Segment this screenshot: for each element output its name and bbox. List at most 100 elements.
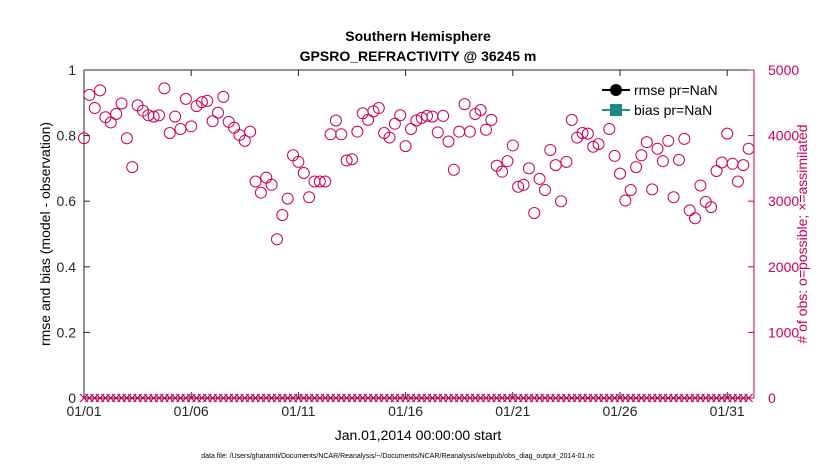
possible-marker <box>522 162 535 175</box>
assimilated-markers <box>79 393 754 403</box>
left-y-tick-label: 0 <box>68 390 76 406</box>
left-y-tick-label: 0.6 <box>57 193 77 209</box>
possible-marker <box>83 88 96 101</box>
right-y-tick-label: 1000 <box>768 324 799 340</box>
possible-marker <box>710 165 723 178</box>
possible-marker <box>254 186 267 199</box>
possible-marker <box>565 113 578 126</box>
possible-marker <box>120 132 133 145</box>
possible-marker <box>201 94 214 107</box>
possible-marker <box>587 140 600 153</box>
possible-marker <box>538 184 551 197</box>
possible-marker <box>549 159 562 172</box>
possible-marker <box>458 98 471 111</box>
possible-marker <box>270 233 283 246</box>
possible-marker <box>619 194 632 207</box>
possible-marker <box>265 178 278 191</box>
possible-marker <box>388 117 401 130</box>
possible-marker <box>421 109 434 122</box>
possible-marker <box>297 166 310 179</box>
possible-marker <box>281 192 294 205</box>
left-y-tick-label: 1 <box>68 62 76 78</box>
possible-marker <box>115 97 128 110</box>
possible-marker <box>244 125 257 138</box>
data-file-footnote: data file: /Users/gharamti/Documents/NCA… <box>201 453 595 460</box>
chart-title: Southern Hemisphere <box>345 28 491 44</box>
possible-marker <box>512 180 525 193</box>
plot-box <box>84 70 754 398</box>
possible-marker <box>742 142 755 155</box>
x-tick-label: 01/26 <box>602 403 637 419</box>
possible-marker <box>147 110 160 123</box>
possible-marker <box>474 104 487 117</box>
possible-marker <box>158 82 171 95</box>
possible-marker <box>383 131 396 144</box>
possible-marker <box>217 90 230 103</box>
possible-marker <box>721 127 734 140</box>
left-y-axis-ticks: 0 0.2 0.4 0.6 0.8 1 <box>57 62 90 406</box>
possible-marker <box>153 109 166 122</box>
possible-marker <box>581 127 594 140</box>
possible-marker <box>185 120 198 133</box>
possible-marker <box>276 208 289 221</box>
legend: rmse pr=NaN bias pr=NaN <box>592 76 750 120</box>
possible-marker <box>506 139 519 152</box>
possible-marker <box>651 142 664 155</box>
possible-marker <box>463 125 476 138</box>
possible-marker <box>694 179 707 192</box>
possible-marker <box>662 134 675 147</box>
possible-marker <box>624 184 637 197</box>
legend-bias-label: bias pr=NaN <box>634 102 712 118</box>
possible-marker <box>431 126 444 139</box>
possible-marker <box>447 163 460 176</box>
possible-marker <box>404 123 417 136</box>
right-y-axis-label: # of obs: o=possible; ×=assimilated <box>794 124 810 343</box>
right-y-tick-label: 0 <box>768 390 776 406</box>
right-y-tick-label: 2000 <box>768 259 799 275</box>
possible-marker <box>603 123 616 136</box>
possible-marker <box>110 107 123 120</box>
possible-marker <box>372 102 385 115</box>
possible-marker <box>592 138 605 151</box>
x-axis-label: Jan.01,2014 00:00:00 start <box>335 427 502 443</box>
possible-marker <box>126 161 139 174</box>
possible-marker <box>238 134 251 147</box>
possible-marker <box>576 126 589 139</box>
x-tick-label: 01/16 <box>388 403 423 419</box>
right-y-tick-label: 3000 <box>768 193 799 209</box>
possible-marker <box>737 159 750 172</box>
assimilated-marker-stroke <box>744 393 754 403</box>
possible-marker <box>635 149 648 162</box>
possible-marker <box>480 123 492 136</box>
possible-marker <box>731 175 744 188</box>
possible-marker <box>313 175 326 188</box>
possible-marker <box>640 136 653 149</box>
left-y-tick-label: 0.2 <box>57 324 77 340</box>
possible-marker <box>346 153 358 166</box>
possible-marker <box>163 126 176 139</box>
possible-marker <box>678 132 691 145</box>
possible-marker <box>442 135 455 148</box>
possible-marker <box>249 175 262 188</box>
left-y-tick-label: 0.4 <box>57 259 77 275</box>
possible-marker <box>517 178 530 191</box>
x-tick-label: 01/06 <box>174 403 209 419</box>
possible-marker <box>560 155 573 168</box>
right-y-tick-label: 5000 <box>768 62 799 78</box>
chart-subtitle: GPSRO_REFRACTIVITY @ 36245 m <box>300 48 537 64</box>
possible-marker <box>705 201 718 214</box>
possible-marker <box>544 144 557 157</box>
possible-marker <box>630 161 643 174</box>
x-tick-label: 01/31 <box>710 403 745 419</box>
possible-marker <box>335 128 348 141</box>
plot-area <box>83 69 755 399</box>
possible-markers <box>78 82 755 246</box>
possible-marker <box>485 113 498 126</box>
possible-marker <box>212 106 224 119</box>
possible-marker <box>555 195 568 208</box>
possible-marker <box>169 110 182 123</box>
possible-marker <box>362 113 375 126</box>
right-y-tick-label: 4000 <box>768 128 799 144</box>
legend-rmse-marker <box>610 84 622 96</box>
